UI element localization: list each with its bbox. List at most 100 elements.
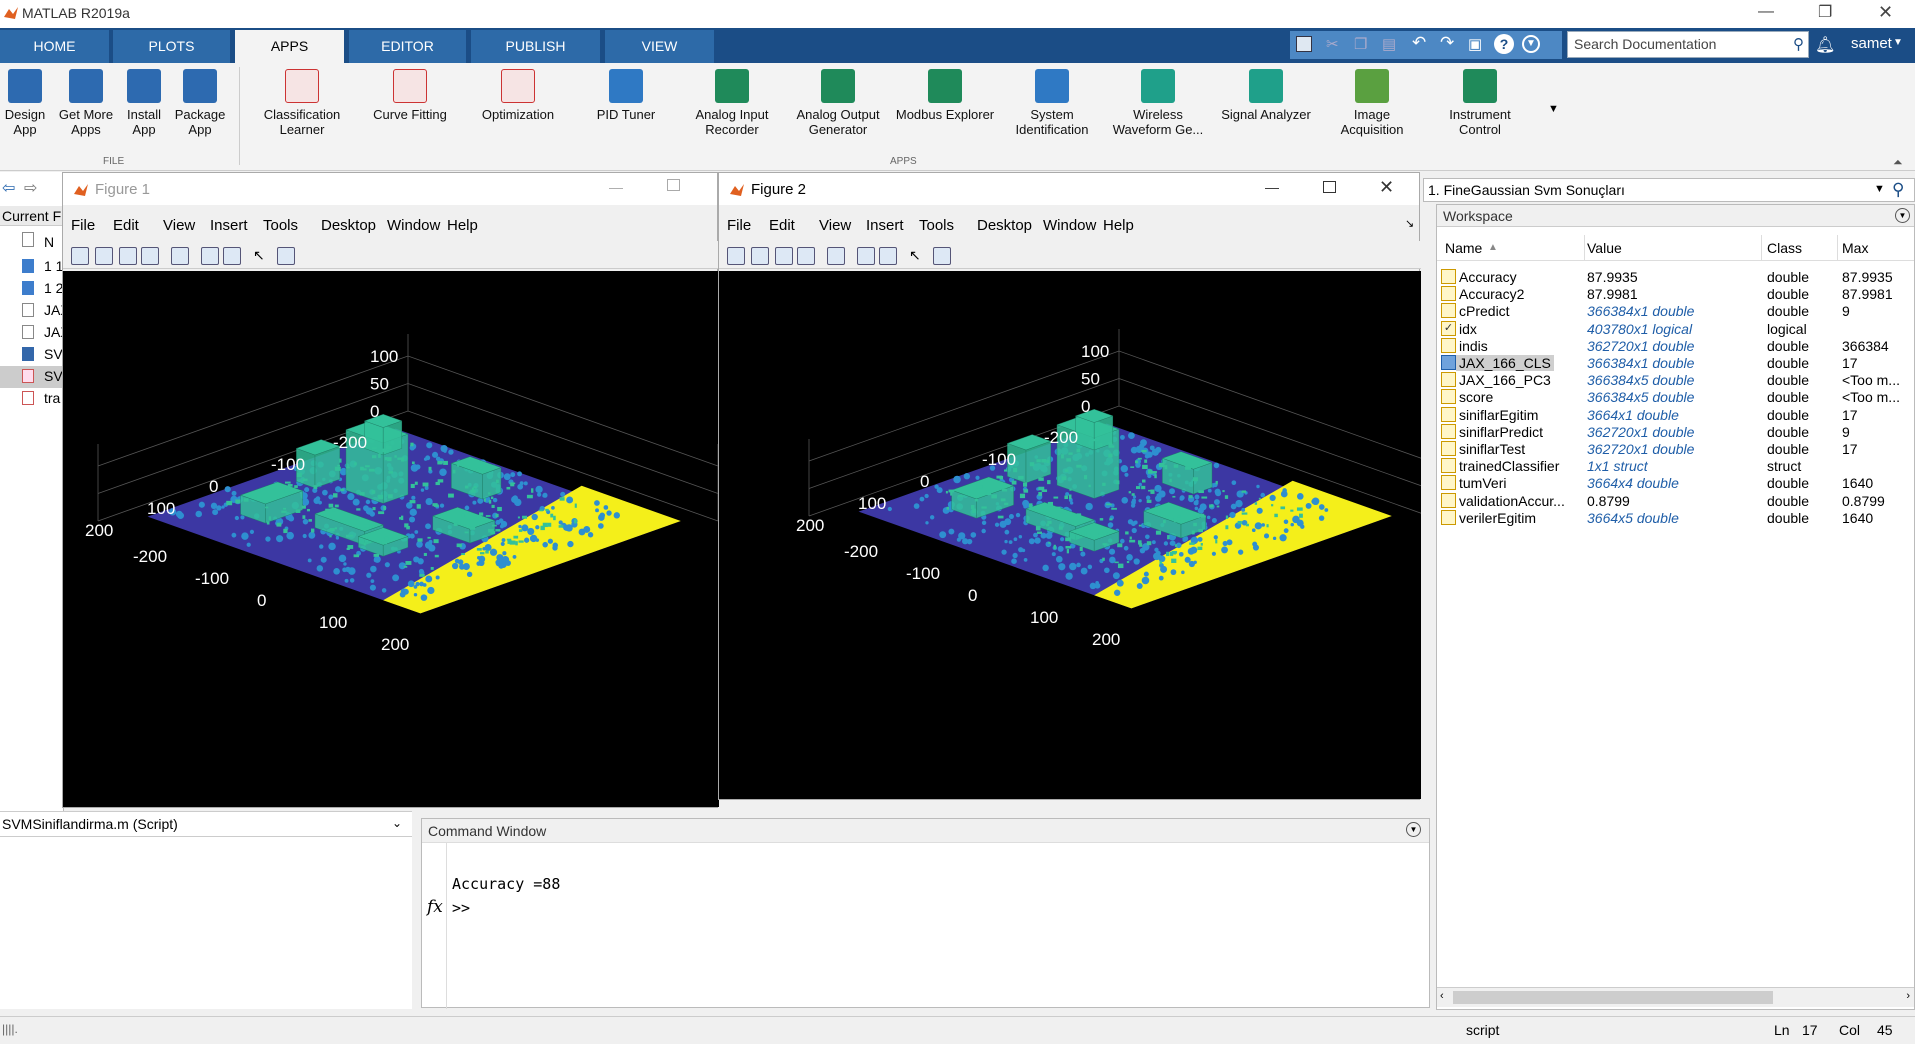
undo-icon[interactable]: ↶ — [1412, 33, 1427, 52]
menu-view[interactable]: View — [819, 217, 852, 234]
menu-edit[interactable]: Edit — [769, 217, 795, 234]
list-item[interactable]: 1 2 — [0, 278, 64, 300]
menu-window[interactable]: Window — [1043, 217, 1097, 234]
workspace-row[interactable]: Accuracy2 87.9981 double 87.9981 — [1437, 284, 1914, 305]
workspace-scrollbar[interactable]: ‹ › — [1437, 987, 1914, 1007]
app-modbus-explorer[interactable]: Modbus Explorer — [893, 69, 997, 122]
insert-legend-icon[interactable] — [223, 247, 241, 265]
back-arrow-icon[interactable]: ⇦ — [2, 180, 16, 197]
app-classification-learner[interactable]: Classification Learner — [252, 69, 352, 137]
tab-apps[interactable]: APPS — [235, 30, 345, 63]
menu-tools[interactable]: Tools — [263, 217, 299, 234]
scroll-right-icon[interactable]: › — [1906, 990, 1910, 1002]
minimize-icon[interactable]: — — [609, 179, 623, 195]
list-item[interactable]: tra — [0, 388, 64, 410]
app-analog-input-recorder[interactable]: Analog Input Recorder — [684, 69, 780, 137]
function-browser-icon[interactable]: fx — [427, 897, 443, 917]
scroll-thumb[interactable] — [1453, 991, 1773, 1004]
search-documentation-input[interactable]: Search Documentation ⚲ — [1567, 31, 1809, 58]
list-item[interactable]: SV — [0, 344, 64, 366]
install-app-button[interactable]: Install App — [120, 69, 168, 137]
open-icon[interactable] — [751, 247, 769, 265]
list-item[interactable]: SV — [0, 366, 64, 388]
restore-icon[interactable]: ❐ — [1818, 4, 1833, 21]
col-name-header[interactable]: Name — [1445, 240, 1483, 256]
menu-file[interactable]: File — [71, 217, 96, 234]
edit-plot-icon[interactable]: ↖ — [253, 247, 265, 263]
close-icon[interactable]: ✕ — [1878, 2, 1894, 22]
chevron-down-icon[interactable]: ⌄ — [392, 816, 403, 830]
minimize-icon[interactable]: — — [1758, 3, 1774, 20]
app-instrument-control[interactable]: Instrument Control — [1432, 69, 1528, 137]
menu-help[interactable]: Help — [447, 217, 478, 234]
property-inspector-icon[interactable] — [933, 247, 951, 265]
tab-plots[interactable]: PLOTS — [113, 30, 231, 63]
menu-desktop[interactable]: Desktop — [321, 217, 377, 234]
expand-apps-chevron-down-icon[interactable]: ▼ — [1548, 103, 1559, 115]
edit-plot-icon[interactable]: ↖ — [909, 247, 921, 263]
workspace-row[interactable]: verilerEgitim 3664x5 double double 1640 — [1437, 508, 1914, 529]
app-wireless-waveform-generator[interactable]: Wireless Waveform Ge... — [1108, 69, 1208, 137]
workspace-row[interactable]: cPredict 366384x1 double double 9 — [1437, 301, 1914, 322]
design-app-button[interactable]: Design App — [0, 69, 50, 137]
menu-desktop[interactable]: Desktop — [977, 217, 1033, 234]
dock-arrow-icon[interactable]: ↘ — [1405, 218, 1415, 230]
col-max-header[interactable]: Max — [1842, 240, 1869, 256]
app-optimization[interactable]: Optimization — [470, 69, 566, 122]
help-icon[interactable]: ? — [1494, 34, 1514, 54]
redo-icon[interactable]: ↷ — [1440, 33, 1455, 52]
workspace-row[interactable]: trainedClassifier 1x1 struct struct — [1437, 456, 1914, 477]
menu-edit[interactable]: Edit — [113, 217, 139, 234]
workspace-row[interactable]: tumVeri 3664x4 double double 1640 — [1437, 473, 1914, 494]
tab-home[interactable]: HOME — [0, 30, 110, 63]
menu-file[interactable]: File — [727, 217, 752, 234]
workspace-row[interactable]: JAX_166_CLS 366384x1 double double 17 — [1437, 353, 1914, 374]
search-icon[interactable]: ⚲ — [1793, 36, 1804, 53]
menu-window[interactable]: Window — [387, 217, 441, 234]
figure1-axes[interactable]: 100 50 0 200 100 0 -100 -200 -200 -100 0 100 200 — [63, 271, 719, 807]
user-menu[interactable]: samet — [1851, 35, 1892, 52]
open-icon[interactable] — [95, 247, 113, 265]
print-icon[interactable] — [797, 247, 815, 265]
col-value-header[interactable]: Value — [1587, 240, 1622, 256]
menu-insert[interactable]: Insert — [866, 217, 904, 234]
insert-legend-icon[interactable] — [879, 247, 897, 265]
app-pid-tuner[interactable]: PID Tuner — [578, 69, 674, 122]
maximize-icon[interactable] — [1323, 181, 1336, 193]
paste-icon[interactable]: ▤ — [1382, 36, 1397, 53]
workspace-row[interactable]: Accuracy 87.9935 double 87.9935 — [1437, 267, 1914, 288]
collapse-ribbon-icon[interactable]: ⏶ — [1893, 155, 1903, 169]
maximize-icon[interactable] — [667, 179, 680, 191]
save-icon[interactable] — [1296, 36, 1312, 52]
list-item[interactable]: JAX — [0, 300, 70, 322]
save-icon[interactable] — [775, 247, 793, 265]
app-signal-analyzer[interactable]: Signal Analyzer — [1216, 69, 1316, 122]
link-icon[interactable] — [171, 247, 189, 265]
menu-tools[interactable]: Tools — [919, 217, 955, 234]
tab-view[interactable]: VIEW — [605, 30, 715, 63]
search-icon[interactable]: ⚲ — [1892, 180, 1905, 199]
user-menu-chevron-down-icon[interactable]: ▼ — [1893, 37, 1903, 48]
workspace-row[interactable]: score 366384x5 double double <Too m... — [1437, 387, 1914, 408]
cut-icon[interactable]: ✂ — [1326, 36, 1339, 53]
results-dropdown[interactable]: 1. FineGaussian Svm Sonuçları ▼ ⚲ — [1423, 178, 1915, 202]
workspace-row[interactable]: validationAccur... 0.8799 double 0.8799 — [1437, 491, 1914, 512]
new-figure-icon[interactable] — [727, 247, 745, 265]
switch-windows-icon[interactable]: ▣ — [1468, 36, 1483, 53]
menu-help[interactable]: Help — [1103, 217, 1134, 234]
figure2-axes[interactable]: 100 50 0 200 100 0 -100 -200 -200 -100 0 100 200 — [719, 271, 1421, 799]
menu-insert[interactable]: Insert — [210, 217, 248, 234]
workspace-row[interactable]: indis 362720x1 double double 366384 — [1437, 336, 1914, 357]
save-icon[interactable] — [119, 247, 137, 265]
app-system-identification[interactable]: System Identification — [1004, 69, 1100, 137]
workspace-row[interactable]: siniflarTest 362720x1 double double 17 — [1437, 439, 1914, 460]
close-icon[interactable]: ✕ — [1379, 177, 1395, 197]
command-window[interactable]: Command Window ▼ Accuracy =88 fx >> — [421, 818, 1430, 1009]
notification-bell-icon[interactable]: 🔔︎ — [1815, 37, 1836, 54]
workspace-row[interactable]: siniflarPredict 362720x1 double double 9 — [1437, 422, 1914, 443]
options-icon[interactable]: ▼ — [1522, 35, 1540, 53]
panel-options-icon[interactable]: ▼ — [1895, 208, 1910, 223]
tab-editor[interactable]: EDITOR — [349, 30, 467, 63]
panel-options-icon[interactable]: ▼ — [1406, 822, 1421, 837]
col-class-header[interactable]: Class — [1767, 240, 1803, 256]
